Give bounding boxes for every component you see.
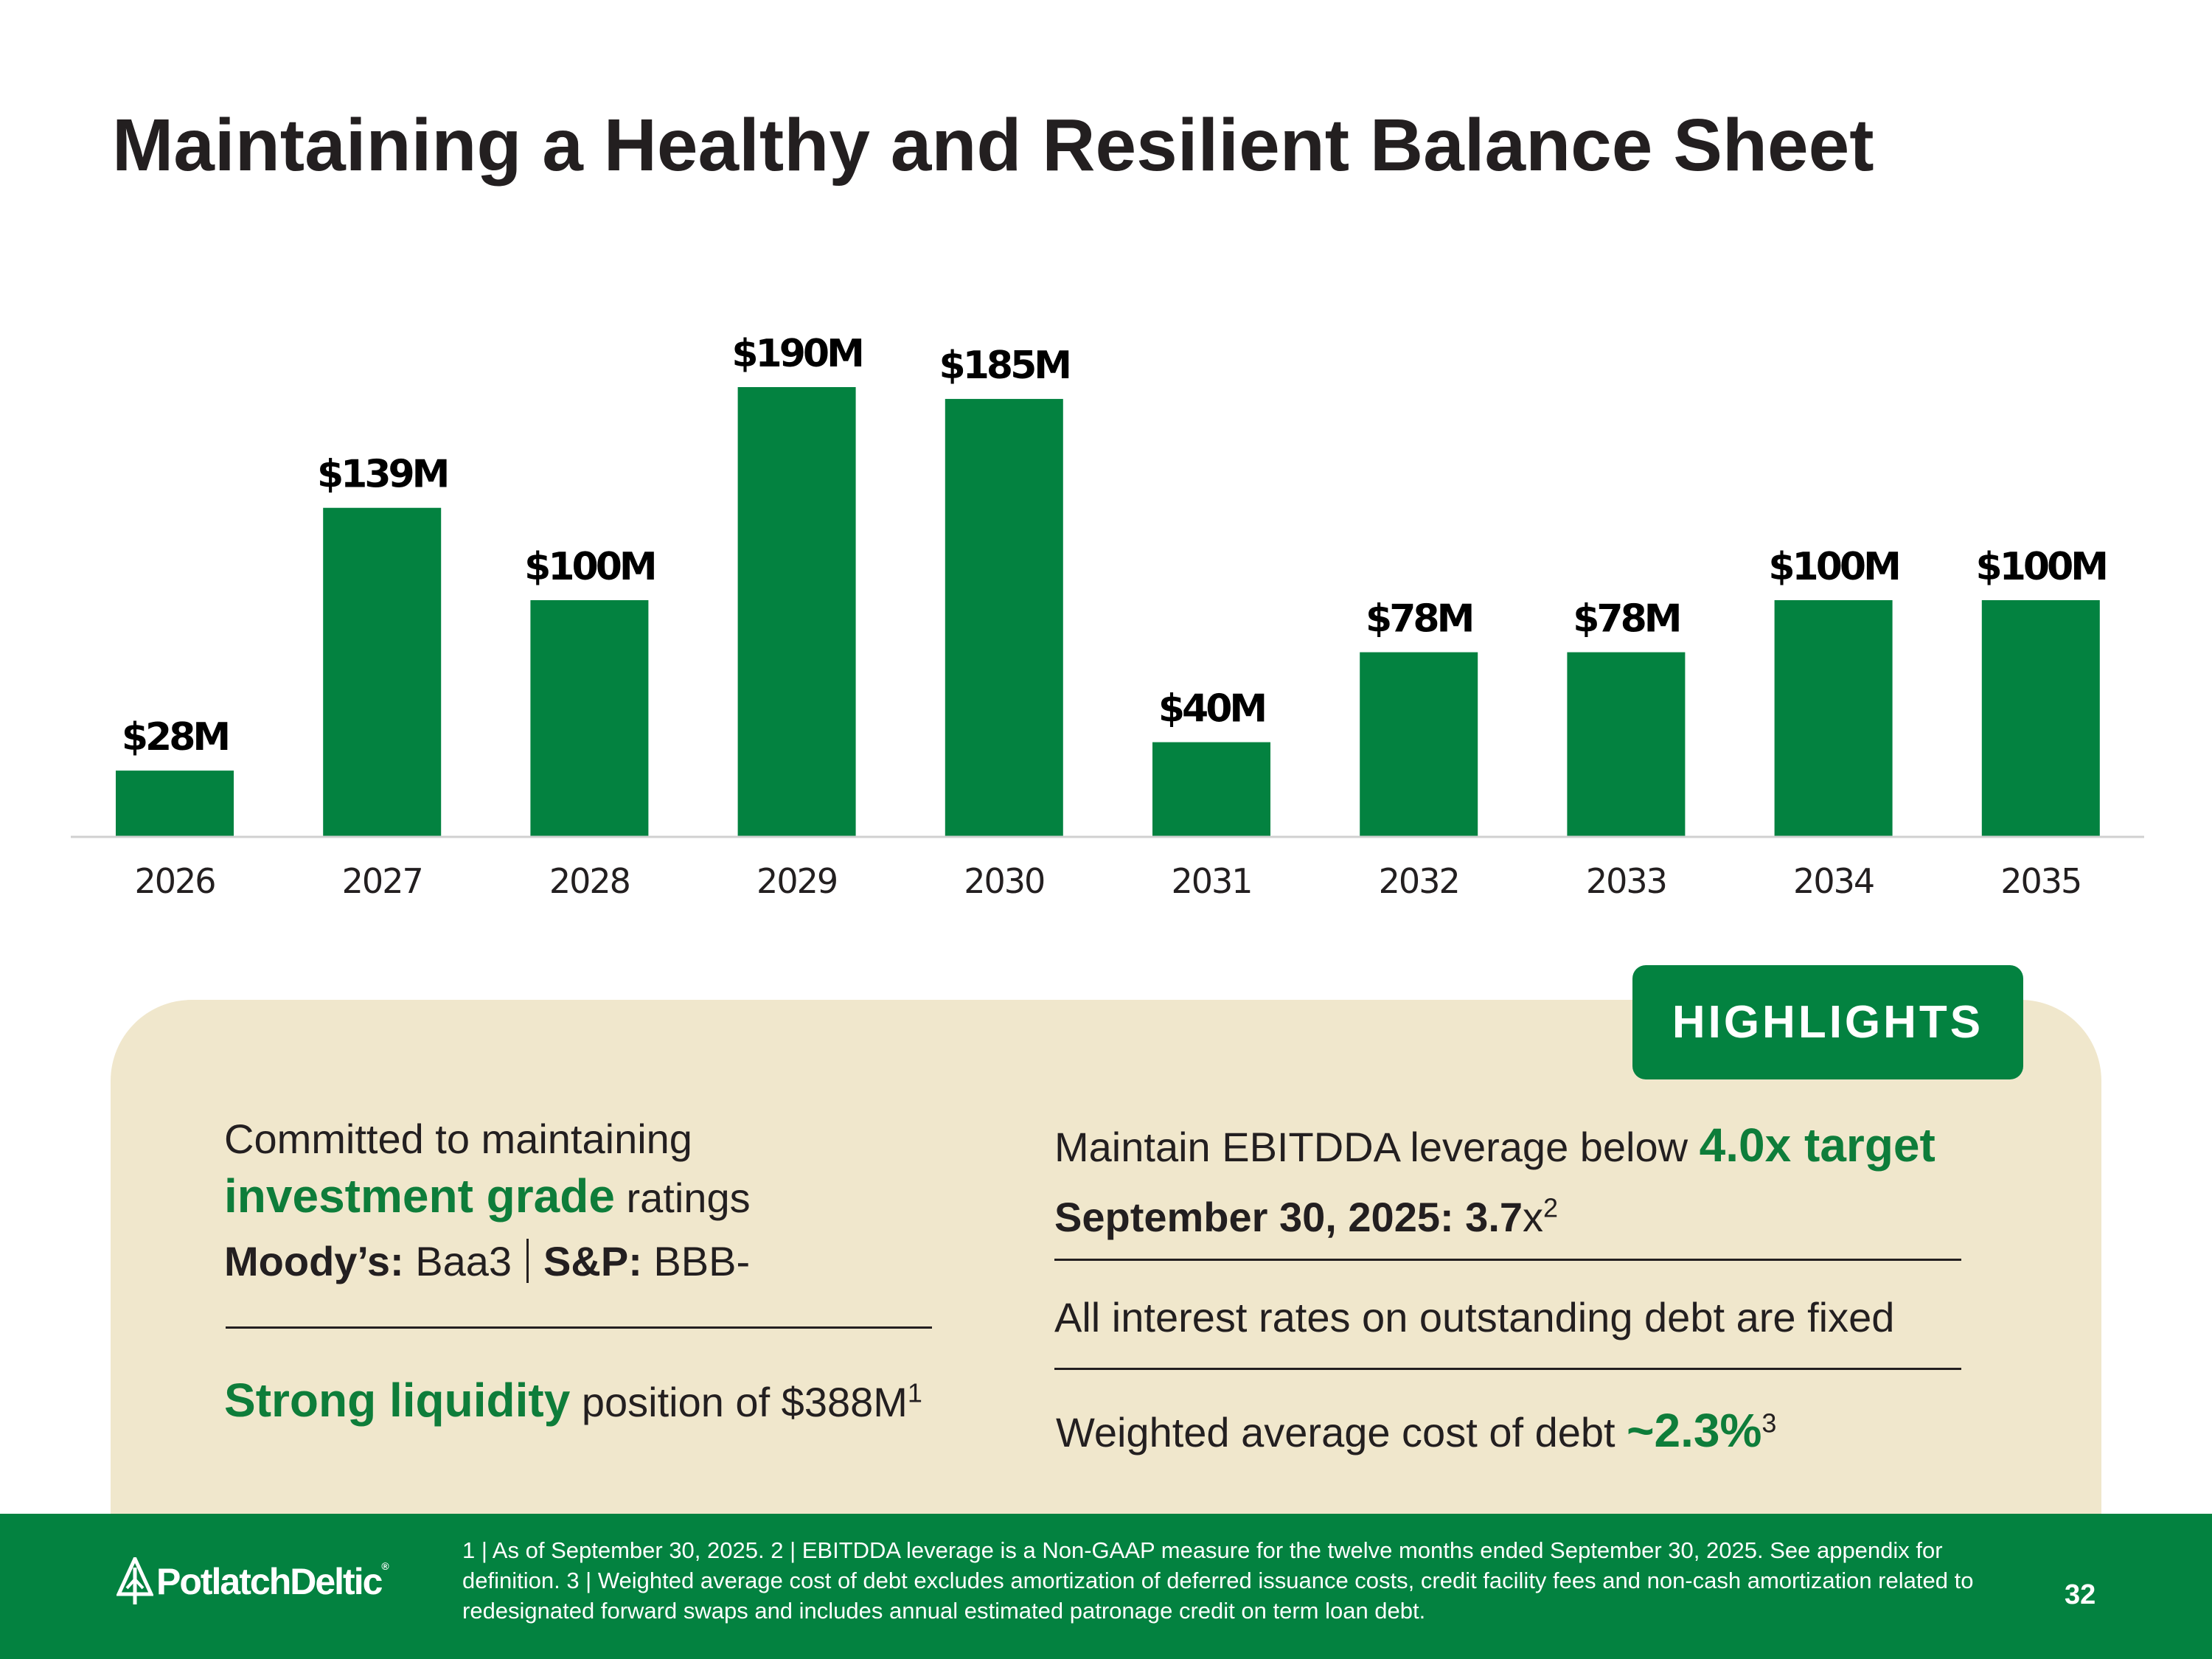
- bar-2033: [1567, 652, 1686, 837]
- sp-label: S&P:: [543, 1238, 642, 1284]
- cost-of-debt-line: Weighted average cost of debt ~2.3%3: [1056, 1403, 1776, 1458]
- bar-2030: [945, 399, 1063, 837]
- x-tick-2029: 2029: [757, 861, 837, 901]
- data-label-2035: $100M: [1976, 545, 2106, 589]
- data-label-2031: $40M: [1158, 687, 1265, 731]
- data-label-2034: $100M: [1768, 545, 1898, 589]
- right-divider-2: [1054, 1368, 1961, 1370]
- leverage-text: Maintain EBITDDA leverage below: [1054, 1124, 1688, 1170]
- bar-2035: [1981, 599, 2100, 837]
- fixed-rates-text: All interest rates on outstanding debt a…: [1054, 1294, 1895, 1340]
- liquidity-text: position of $388M: [581, 1379, 908, 1425]
- footnotes: 1 | As of September 30, 2025. 2 | EBITDD…: [462, 1537, 1974, 1624]
- september-leverage: September 30, 2025: 3.7: [1054, 1194, 1523, 1240]
- right-divider-1: [1054, 1259, 1961, 1261]
- tree-icon: [116, 1557, 153, 1604]
- x-tick-2033: 2033: [1586, 861, 1666, 901]
- debt-maturity-chart: $28M $139M $100M $190M $185M $40M $78M $78M $100…: [71, 332, 2144, 901]
- x-tick-2027: 2027: [342, 861, 422, 901]
- data-label-2028: $100M: [524, 545, 654, 589]
- page-number: 32: [2065, 1579, 2096, 1610]
- bar-2029: [737, 387, 856, 837]
- footer-bar: [0, 1514, 2212, 1659]
- x-tick-2031: 2031: [1171, 861, 1251, 901]
- x-tick-2034: 2034: [1793, 861, 1874, 901]
- grade-line: investment grade ratings: [224, 1169, 751, 1223]
- data-label-2032: $78M: [1366, 597, 1472, 641]
- september-line: September 30, 2025: 3.7x2: [1054, 1193, 1558, 1241]
- potlatchdeltic-logo: PotlatchDeltic®: [116, 1557, 389, 1606]
- footnote-ref-2: 2: [1543, 1192, 1559, 1223]
- fixed-rates-line: All interest rates on outstanding debt a…: [1054, 1293, 1894, 1341]
- bar-2031: [1152, 742, 1270, 837]
- bar-2027: [323, 507, 442, 837]
- strong-liquidity-emphasis: Strong liquidity: [224, 1374, 571, 1427]
- moodys-rating: Baa3: [415, 1238, 512, 1284]
- registered-mark: ®: [381, 1560, 389, 1572]
- highlights-badge: HIGHLIGHTS: [1632, 965, 2023, 1079]
- bar-2034: [1774, 599, 1893, 837]
- bar-2032: [1360, 652, 1478, 837]
- footnote-ref-1: 1: [907, 1377, 922, 1408]
- x-tick-2028: 2028: [549, 861, 630, 901]
- bar-2026: [116, 771, 234, 837]
- logo-wordmark: PotlatchDeltic®: [156, 1560, 389, 1602]
- investment-grade-emphasis: investment grade: [224, 1169, 615, 1222]
- highlights-panel: [111, 1000, 2101, 1516]
- bar-2028: [530, 599, 649, 837]
- ratings-line: Moody’s: Baa3 S&P: BBB-: [224, 1237, 750, 1285]
- commitment-line: Committed to maintaining: [224, 1115, 692, 1163]
- cost-of-debt-emphasis: ~2.3%: [1627, 1404, 1762, 1457]
- leverage-target-emphasis: 4.0x target: [1699, 1119, 1935, 1172]
- x-tick-2032: 2032: [1379, 861, 1459, 901]
- leverage-line: Maintain EBITDDA leverage below 4.0x tar…: [1054, 1118, 1935, 1172]
- page-title: Maintaining a Healthy and Resilient Bala…: [112, 104, 1874, 187]
- ratings-text: ratings: [626, 1175, 751, 1221]
- cost-of-debt-text: Weighted average cost of debt: [1056, 1409, 1615, 1455]
- x-tick-2035: 2035: [2000, 861, 2081, 901]
- data-label-2029: $190M: [731, 332, 861, 376]
- x-tick-2030: 2030: [964, 861, 1044, 901]
- x-tick-2026: 2026: [134, 861, 215, 901]
- data-label-2033: $78M: [1573, 597, 1679, 641]
- sp-rating: BBB-: [653, 1238, 751, 1284]
- data-label-2027: $139M: [317, 453, 447, 497]
- left-divider: [226, 1326, 932, 1329]
- commitment-text: Committed to maintaining: [224, 1116, 692, 1162]
- moodys-label: Moody’s:: [224, 1238, 404, 1284]
- data-label-2026: $28M: [122, 715, 228, 759]
- rating-divider: [526, 1239, 529, 1283]
- footnote-ref-3: 3: [1761, 1408, 1777, 1439]
- september-leverage-suffix: x: [1523, 1194, 1544, 1240]
- data-label-2030: $185M: [939, 344, 1069, 388]
- liquidity-line: Strong liquidity position of $388M1: [224, 1373, 922, 1427]
